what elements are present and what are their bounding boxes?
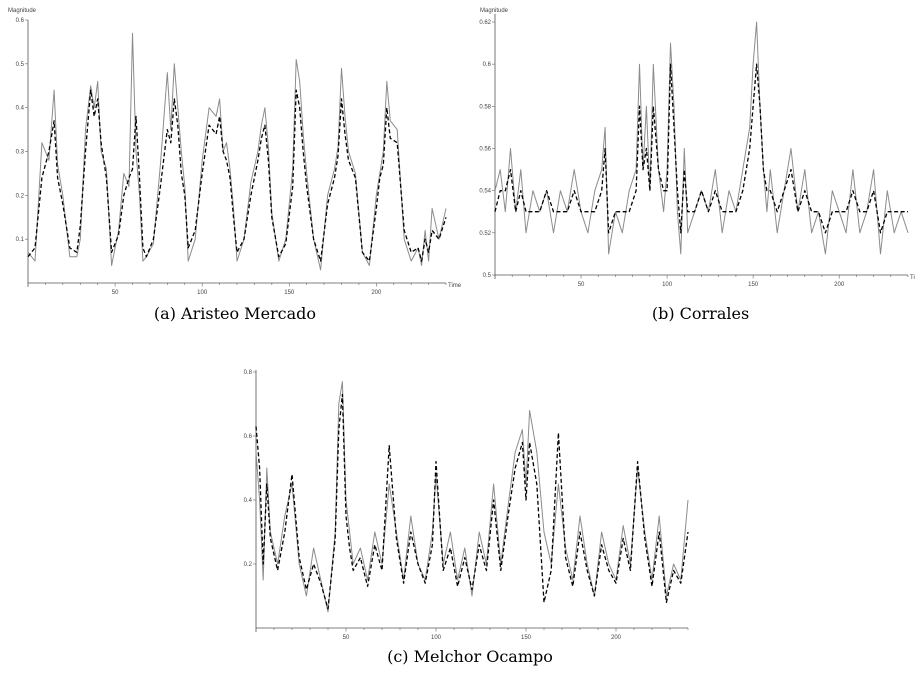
chart-b-x-axis-title: Ti [910, 275, 915, 281]
chart-b-x-tick-label: 100 [662, 282, 673, 288]
chart-b-x-tick-label: 150 [748, 282, 759, 288]
chart-a-y-axis-title: Magnitude [8, 8, 37, 14]
chart-b-series-dashed [494, 63, 908, 234]
chart-c-y-tick-label: 0.2 [244, 562, 253, 568]
chart-c-x-tick-label: 100 [431, 635, 442, 641]
chart-c-x-tick-label: 150 [521, 635, 532, 641]
chart-b-y-tick-label: 0.62 [479, 20, 491, 26]
chart-b-x-tick-label: 200 [834, 282, 845, 288]
chart-c-plot: 50 100 150 200 0.2 0.4 0.6 0.8 [244, 370, 689, 641]
chart-c-y-tick-label: 0.8 [244, 370, 253, 376]
chart-b-y-tick-label: 0.58 [479, 104, 491, 110]
chart-b-y-tick-label: 0.54 [479, 189, 491, 195]
chart-aristeo-mercado: 50 100 150 200 0.1 0.2 0.3 0.4 0.5 0.6 Time Magnitu… [0, 0, 470, 300]
chart-a-y-tick-label: 0.3 [16, 150, 25, 156]
chart-c-x-tick-label: 200 [611, 635, 622, 641]
caption-a: (a) Aristeo Mercado [153, 304, 317, 323]
chart-c-y-tick-label: 0.4 [244, 498, 253, 504]
chart-a-y-tick-label: 0.1 [16, 237, 25, 243]
chart-a-series-dashed [27, 89, 447, 262]
chart-b-series-solid [494, 21, 909, 255]
chart-c-series-solid [255, 381, 689, 613]
chart-a-y-tick-label: 0.6 [16, 18, 25, 24]
chart-b-x-tick-label: 50 [578, 282, 585, 288]
chart-b-plot: 50 100 150 200 0.5 0.52 0.54 0.56 0.58 0.6 0.62 Ti M… [479, 8, 915, 288]
chart-a-y-tick-label: 0.4 [16, 106, 25, 112]
chart-a-x-axis-title: Time [448, 283, 462, 289]
chart-a-x-tick-label: 50 [112, 290, 119, 296]
chart-a-x-tick-label: 150 [284, 290, 295, 296]
caption-b: (b) Corrales [651, 304, 750, 323]
chart-a-x-tick-label: 100 [197, 290, 208, 296]
chart-corrales: 50 100 150 200 0.5 0.52 0.54 0.56 0.58 0.6 0.62 Ti M… [478, 0, 923, 300]
chart-a-series-solid [27, 32, 447, 271]
chart-a-x-tick-label: 200 [371, 290, 382, 296]
chart-c-series-dashed [255, 393, 689, 610]
chart-a-y-tick-label: 0.2 [16, 193, 25, 199]
caption-c: (c) Melchor Ocampo [387, 647, 553, 666]
chart-a-plot: 50 100 150 200 0.1 0.2 0.3 0.4 0.5 0.6 Time Magnitu… [8, 8, 462, 296]
chart-melchor-ocampo: 50 100 150 200 0.2 0.4 0.6 0.8 [240, 352, 700, 641]
chart-b-y-tick-label: 0.5 [483, 273, 492, 279]
chart-c-y-tick-label: 0.6 [244, 434, 253, 440]
chart-a-y-tick-label: 0.5 [16, 62, 25, 68]
chart-c-x-tick-label: 50 [343, 635, 350, 641]
chart-b-y-tick-label: 0.6 [483, 62, 492, 68]
chart-b-y-axis-title: Magnitude [480, 8, 509, 14]
chart-b-y-tick-label: 0.52 [479, 231, 491, 237]
chart-b-y-tick-label: 0.56 [479, 147, 491, 153]
